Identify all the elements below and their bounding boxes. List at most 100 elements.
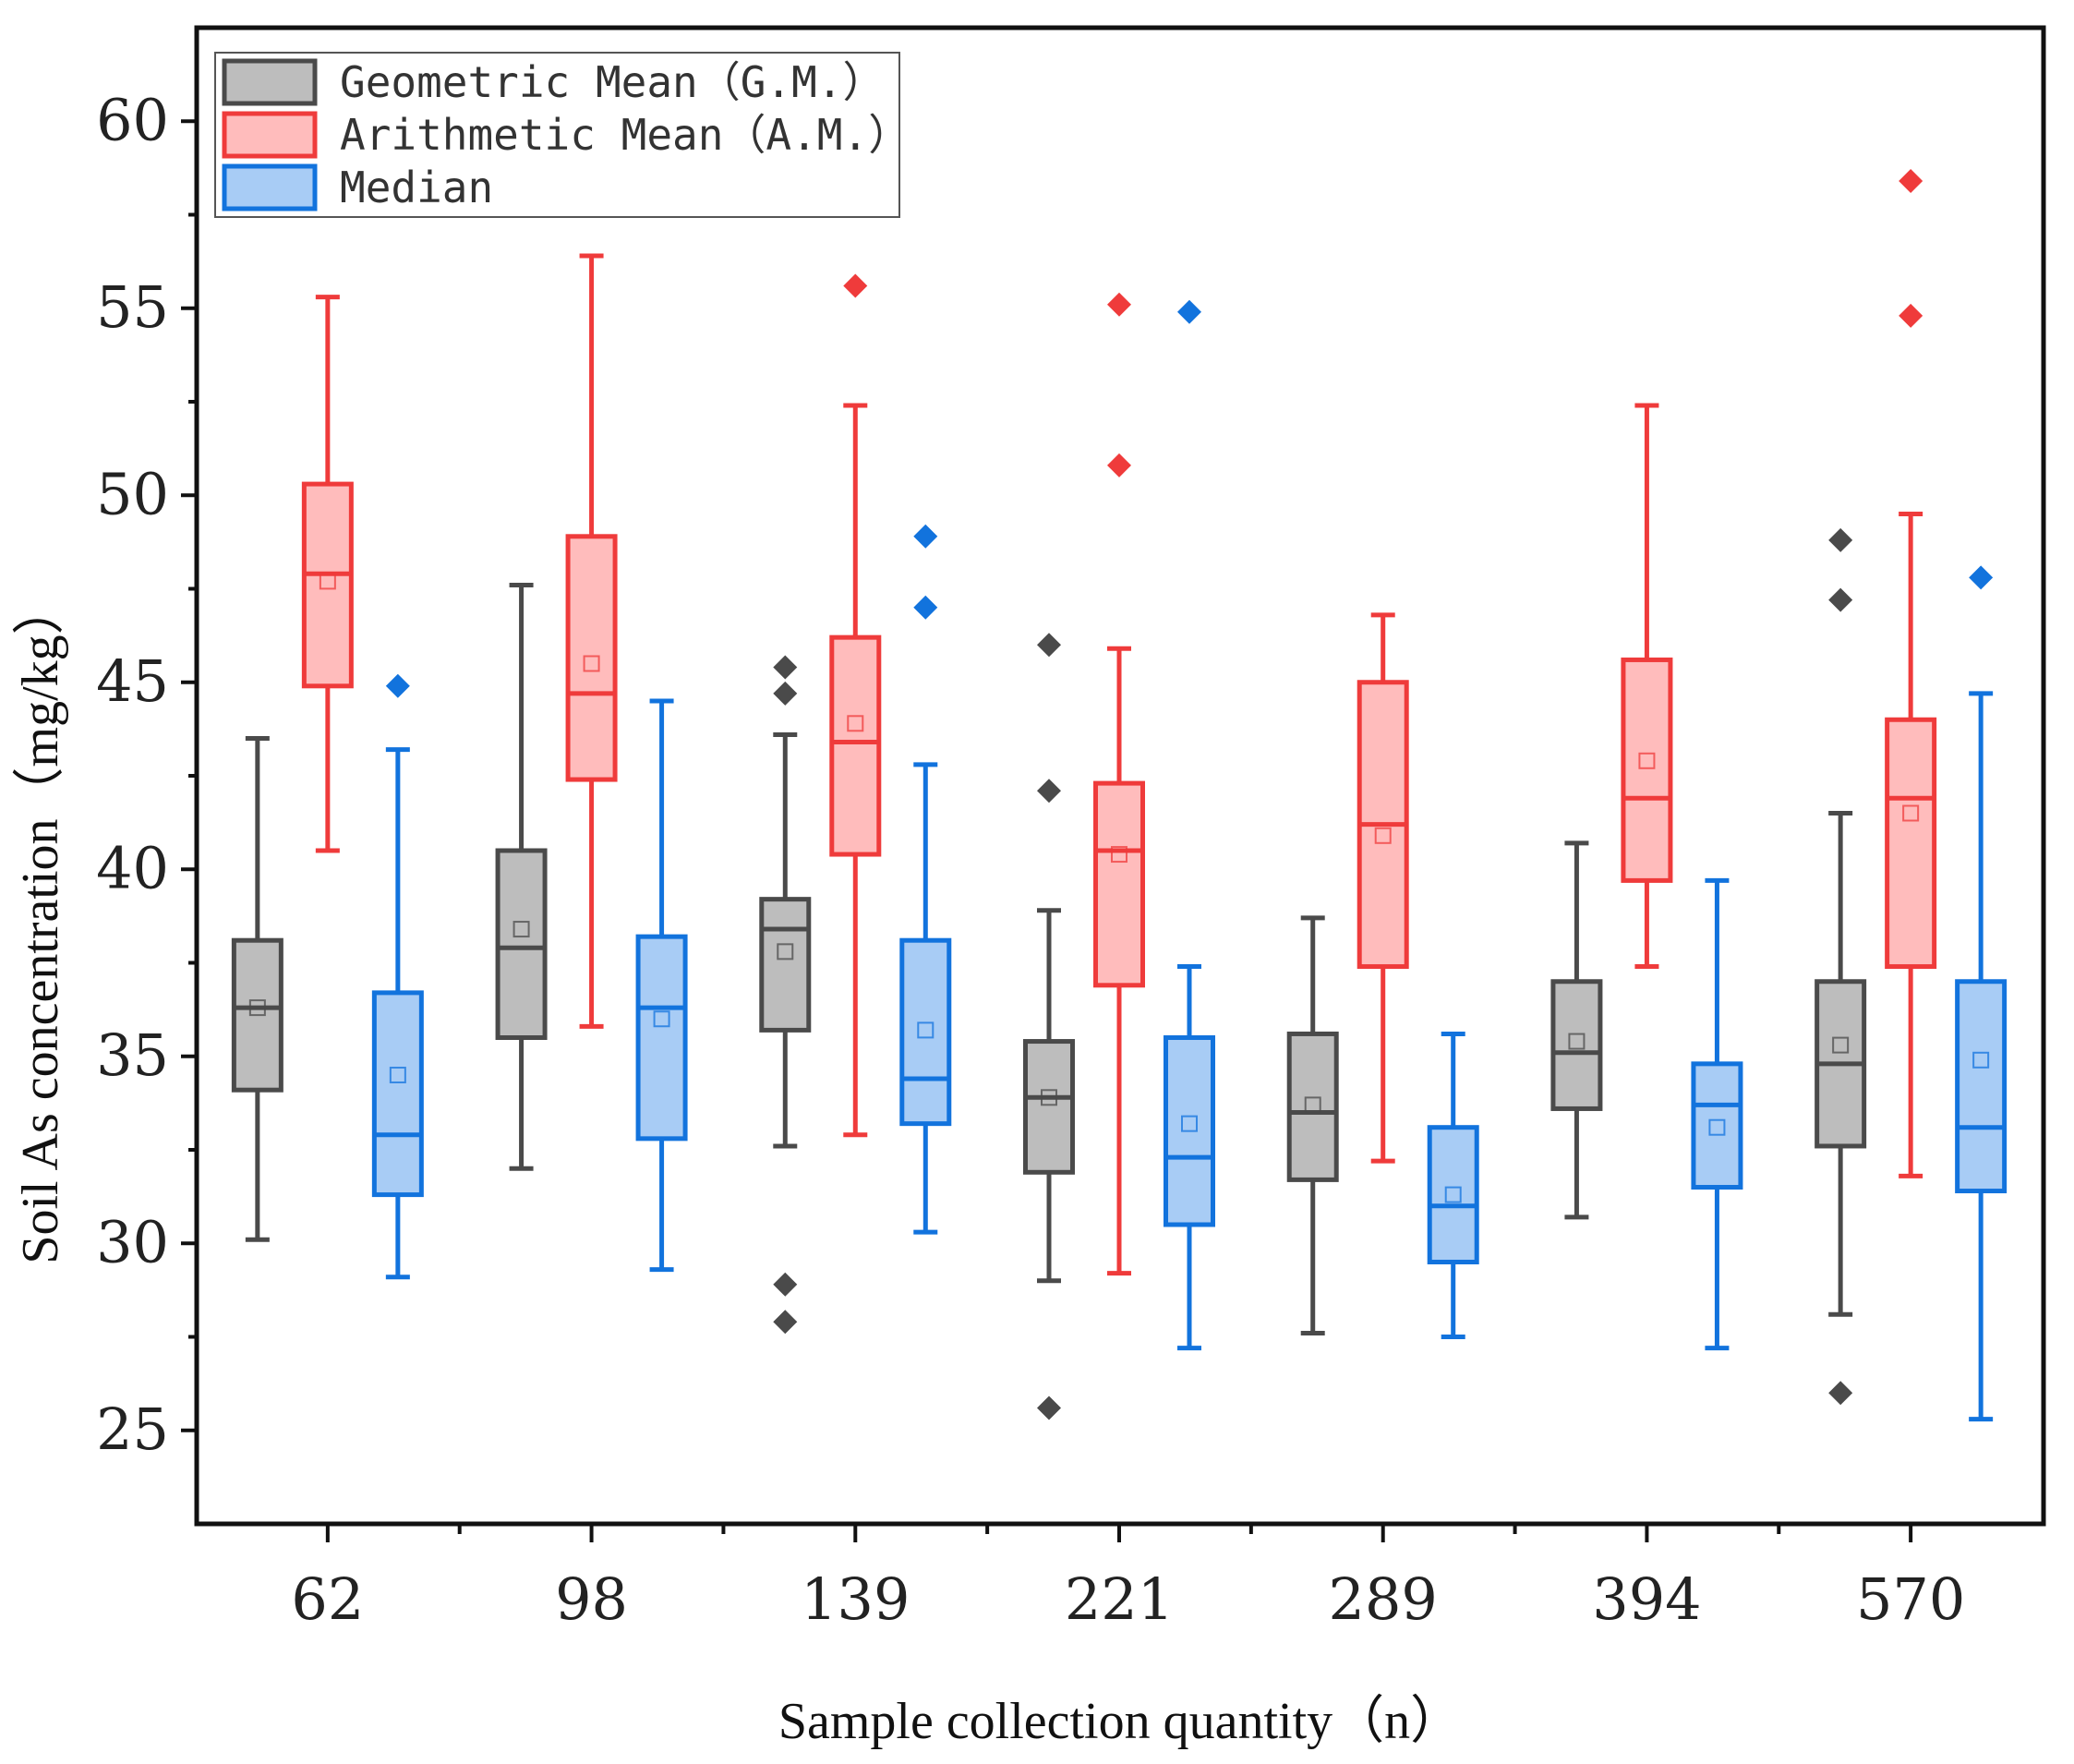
box-0-5: [1550, 840, 1603, 1220]
outlier-point: [1107, 453, 1131, 477]
outlier-point: [1828, 1381, 1853, 1406]
outlier-point: [1037, 633, 1061, 658]
box-2-2: [899, 524, 952, 1235]
x-tick-label: 62: [291, 1565, 364, 1633]
box-0-6: [1815, 527, 1867, 1406]
outlier-point: [773, 655, 798, 680]
iqr-box: [1550, 979, 1603, 1111]
box-2-3: [1164, 299, 1215, 1351]
iqr-box: [635, 934, 688, 1142]
y-axis-title: Soil As concentration（mg/kg）: [12, 583, 69, 1263]
x-tick-label: 570: [1856, 1565, 1965, 1633]
iqr-box: [1286, 1031, 1339, 1182]
x-tick-label: 98: [555, 1565, 628, 1633]
outlier-point: [1899, 169, 1923, 194]
plot-frame: [194, 25, 2046, 1527]
legend-frame: [214, 52, 900, 218]
legend-swatch-geometric-mean: [222, 58, 318, 106]
box-series: [231, 169, 2008, 1422]
legend-swatch-arithmetic-mean: [222, 111, 318, 159]
outlier-point: [1037, 1395, 1061, 1420]
iqr-box: [1093, 780, 1145, 988]
mean-marker: [1568, 1033, 1586, 1050]
iqr-box: [565, 534, 618, 782]
series-2: [371, 299, 2008, 1422]
iqr-box: [1955, 979, 2008, 1194]
x-axis-ticks: 62 98 139 221 289 394 570: [291, 1524, 1965, 1633]
outlier-point: [843, 273, 868, 298]
iqr-box: [1621, 657, 1673, 883]
outlier-point: [1037, 779, 1061, 803]
box-1-5: [1621, 403, 1673, 970]
box-1-3: [1093, 292, 1145, 1276]
mean-marker: [1444, 1186, 1462, 1203]
iqr-box: [1691, 1061, 1743, 1190]
x-tick-label: 394: [1592, 1565, 1701, 1633]
x-tick-label: 221: [1065, 1565, 1174, 1633]
y-tick-label: 45: [96, 647, 169, 715]
mean-marker: [1304, 1096, 1321, 1114]
mean-marker: [1972, 1051, 1990, 1069]
outlier-point: [913, 524, 938, 549]
box-0-3: [1023, 633, 1075, 1420]
outlier-point: [1828, 587, 1853, 612]
x-axis-title: Sample collection quantity（n）: [778, 1693, 1462, 1750]
mean-marker: [917, 1021, 935, 1039]
outlier-point: [773, 681, 798, 706]
outlier-point: [1828, 527, 1853, 552]
box-1-1: [565, 253, 618, 1029]
mean-marker: [248, 999, 266, 1017]
outlier-point: [1899, 303, 1923, 328]
y-tick-label: 60: [96, 86, 169, 153]
box-2-6: [1955, 565, 2008, 1422]
mean-marker: [1708, 1118, 1726, 1136]
x-tick-label: 139: [801, 1565, 910, 1633]
series-0: [231, 527, 1867, 1420]
box-0-2: [759, 655, 812, 1335]
box-0-0: [231, 736, 283, 1242]
box-2-0: [371, 673, 424, 1280]
outlier-point: [385, 673, 410, 698]
mean-marker: [1181, 1115, 1198, 1132]
outlier-point: [913, 595, 938, 620]
mean-marker: [512, 921, 530, 938]
outlier-point: [1177, 299, 1201, 324]
box-1-0: [301, 295, 354, 853]
mean-marker: [1374, 827, 1392, 844]
mean-marker: [583, 655, 600, 672]
y-tick-label: 30: [96, 1208, 169, 1275]
box-2-1: [635, 698, 688, 1273]
legend: Geometric Mean（G.M.） Arithmetic Mean（A.M…: [214, 52, 910, 218]
outlier-point: [773, 1272, 798, 1297]
series-1: [301, 169, 1937, 1276]
mean-marker: [389, 1067, 406, 1083]
box-1-2: [829, 273, 882, 1138]
mean-marker: [1041, 1089, 1057, 1106]
outlier-point: [1107, 292, 1131, 317]
box-1-6: [1885, 169, 1937, 1178]
iqr-box: [1427, 1125, 1479, 1264]
box-1-4: [1357, 612, 1409, 1164]
y-tick-label: 35: [96, 1021, 169, 1089]
box-2-4: [1427, 1031, 1479, 1339]
iqr-box: [301, 481, 354, 689]
box-0-1: [495, 582, 548, 1171]
iqr-box: [899, 937, 952, 1127]
iqr-box: [829, 634, 882, 857]
mean-marker: [1832, 1036, 1850, 1054]
y-tick-label: 25: [96, 1395, 169, 1463]
outlier-point: [773, 1310, 798, 1335]
iqr-box: [759, 897, 812, 1033]
mean-marker: [1111, 846, 1127, 864]
box-0-4: [1286, 915, 1339, 1335]
iqr-box: [1023, 1039, 1075, 1175]
y-tick-label: 55: [96, 273, 169, 341]
mean-marker: [777, 943, 794, 961]
legend-swatch-median: [222, 163, 318, 211]
mean-marker: [1902, 804, 1920, 822]
iqr-box: [495, 848, 548, 1040]
legend-label-geometric-mean: Geometric Mean（G.M.）: [340, 57, 886, 107]
iqr-box: [371, 990, 424, 1198]
mean-marker: [653, 1010, 670, 1028]
